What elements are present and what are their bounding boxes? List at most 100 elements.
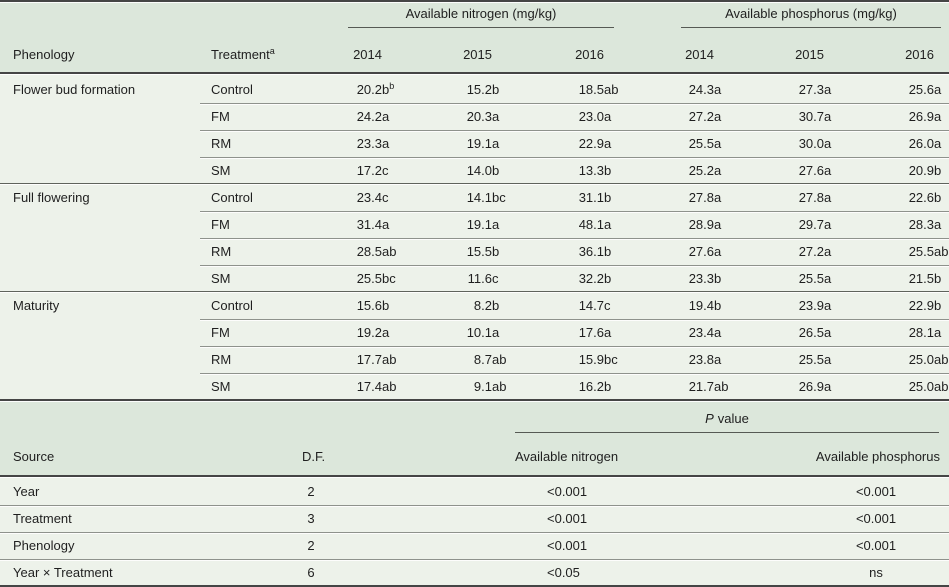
value-text: 19.2a bbox=[356, 325, 390, 340]
value-text: 23.4a bbox=[688, 325, 722, 340]
value-text: 25.5a bbox=[798, 352, 832, 367]
value-text: 22.6b bbox=[908, 190, 942, 205]
value-text: 25.5a bbox=[688, 136, 722, 151]
value-text: 13.3b bbox=[578, 163, 612, 178]
value-cell: 16.2b bbox=[570, 373, 612, 400]
table-divider-rule bbox=[0, 399, 949, 401]
value-cell: 26.0a bbox=[900, 130, 942, 157]
value-cell: 28.1a bbox=[900, 319, 942, 346]
value-cell: 8.7ab bbox=[458, 346, 507, 373]
value-text: 48.1a bbox=[578, 217, 612, 232]
value-cell: 10.1a bbox=[458, 319, 500, 346]
group-header-phosphorus-label: Available phosphorus (mg/kg) bbox=[725, 6, 897, 21]
table-row: FM 19.2a 10.1a 17.6a 23.4a 26.5a 28.1a bbox=[0, 319, 949, 346]
treatment-column-header: Treatmenta bbox=[211, 42, 275, 68]
value-text: 18.5ab bbox=[578, 82, 619, 97]
value-cell: 25.0ab bbox=[900, 346, 949, 373]
treatment-cell: FM bbox=[211, 109, 230, 124]
source-cell: Phenology bbox=[13, 538, 75, 553]
value-cell: 21.7ab bbox=[680, 373, 729, 400]
treatment-cell: RM bbox=[211, 136, 232, 151]
pvalue-label-italic: P bbox=[705, 411, 714, 426]
value-cell: 17.2c bbox=[348, 157, 389, 184]
value-cell: 13.3b bbox=[570, 157, 612, 184]
value-text: 27.8a bbox=[798, 190, 832, 205]
value-cell: 23.9a bbox=[790, 292, 832, 319]
value-text: 27.2a bbox=[688, 109, 722, 124]
nitrogen-pvalue-cell: <0.001 bbox=[547, 484, 588, 499]
table2-header-band bbox=[0, 401, 949, 475]
value-text: 15.9bc bbox=[578, 352, 618, 367]
value-text: 8.2b bbox=[473, 298, 500, 313]
year-column-header: 2016 bbox=[905, 47, 934, 62]
table-row: Maturity Control 15.6b 8.2b 14.7c 19.4b … bbox=[0, 292, 949, 319]
value-text: 14.1bc bbox=[466, 190, 506, 205]
value-text: 23.3a bbox=[356, 136, 390, 151]
group-rule bbox=[0, 183, 949, 184]
value-cell: 27.8a bbox=[790, 184, 832, 211]
df-column-header: D.F. bbox=[302, 449, 326, 464]
year-column-header: 2016 bbox=[575, 47, 604, 62]
treatment-cell: FM bbox=[211, 325, 230, 340]
value-cell: 23.3b bbox=[680, 265, 722, 292]
value-text: 31.1b bbox=[578, 190, 612, 205]
table-row: SM 17.2c 14.0b 13.3b 25.2a 27.6a 20.9b bbox=[0, 157, 949, 184]
bottom-rule bbox=[0, 585, 949, 587]
value-text: 25.2a bbox=[688, 163, 722, 178]
value-cell: 27.2a bbox=[680, 103, 722, 130]
value-cell: 23.0a bbox=[570, 103, 612, 130]
value-cell: 25.5a bbox=[790, 265, 832, 292]
table2-header-rule bbox=[0, 475, 949, 477]
value-cell: 25.2a bbox=[680, 157, 722, 184]
treatment-cell: Control bbox=[211, 298, 253, 313]
treatment-cell: SM bbox=[211, 163, 231, 178]
value-cell: 31.1b bbox=[570, 184, 612, 211]
phenology-cell: Flower bud formation bbox=[13, 82, 136, 97]
group-header-nitrogen-label: Available nitrogen (mg/kg) bbox=[405, 6, 557, 21]
top-rule bbox=[0, 0, 949, 2]
year-column-header: 2015 bbox=[795, 47, 824, 62]
value-text: 30.7a bbox=[798, 109, 832, 124]
value-text: 27.3a bbox=[798, 82, 832, 97]
value-cell: 23.3a bbox=[348, 130, 390, 157]
table-row: FM 31.4a 19.1a 48.1a 28.9a 29.7a 28.3a bbox=[0, 211, 949, 238]
table1-header-band bbox=[0, 2, 949, 72]
phosphorus-column-header: Available phosphorus bbox=[815, 449, 940, 464]
value-cell: 15.2b bbox=[458, 76, 500, 103]
value-text: 28.3a bbox=[908, 217, 942, 232]
table1-column-header-row: Phenology Treatmenta 2014 2015 2016 2014… bbox=[0, 42, 949, 68]
nitrogen-pvalue-cell: <0.001 bbox=[547, 538, 588, 553]
value-text: 21.5b bbox=[908, 271, 942, 286]
value-cell: 17.6a bbox=[570, 319, 612, 346]
value-text: 9.1ab bbox=[473, 379, 507, 394]
value-cell: 15.5b bbox=[458, 238, 500, 265]
value-cell: 19.1a bbox=[458, 211, 500, 238]
source-cell: Year bbox=[13, 484, 40, 499]
value-text: 11.6c bbox=[467, 271, 499, 286]
value-text: 20.9b bbox=[908, 163, 942, 178]
value-text: 28.9a bbox=[688, 217, 722, 232]
value-cell: 23.4c bbox=[348, 184, 389, 211]
source-cell: Treatment bbox=[13, 511, 72, 526]
value-text: 25.5a bbox=[798, 271, 832, 286]
value-text: 17.7ab bbox=[356, 352, 397, 367]
phenology-cell: Maturity bbox=[13, 298, 60, 313]
value-text: 15.5b bbox=[466, 244, 500, 259]
value-text: 28.1a bbox=[908, 325, 942, 340]
value-cell: 25.0ab bbox=[900, 373, 949, 400]
value-cell: 26.5a bbox=[790, 319, 832, 346]
value-cell: 27.6a bbox=[790, 157, 832, 184]
value-text: 25.5ab bbox=[908, 244, 949, 259]
value-cell: 26.9a bbox=[900, 103, 942, 130]
value-text: 31.4a bbox=[356, 217, 390, 232]
year-column-header: 2014 bbox=[353, 47, 382, 62]
table-row: Year × Treatment 6 <0.05 ns bbox=[0, 559, 949, 586]
value-text: 14.0b bbox=[466, 163, 500, 178]
value-text: 26.9a bbox=[798, 379, 832, 394]
value-text: 21.7ab bbox=[688, 379, 729, 394]
table-row: SM 17.4ab 9.1ab 16.2b 21.7ab 26.9a 25.0a… bbox=[0, 373, 949, 400]
value-cell: 23.4a bbox=[680, 319, 722, 346]
value-cell: 19.4b bbox=[680, 292, 722, 319]
value-text: 22.9a bbox=[578, 136, 612, 151]
value-cell: 22.9b bbox=[900, 292, 942, 319]
